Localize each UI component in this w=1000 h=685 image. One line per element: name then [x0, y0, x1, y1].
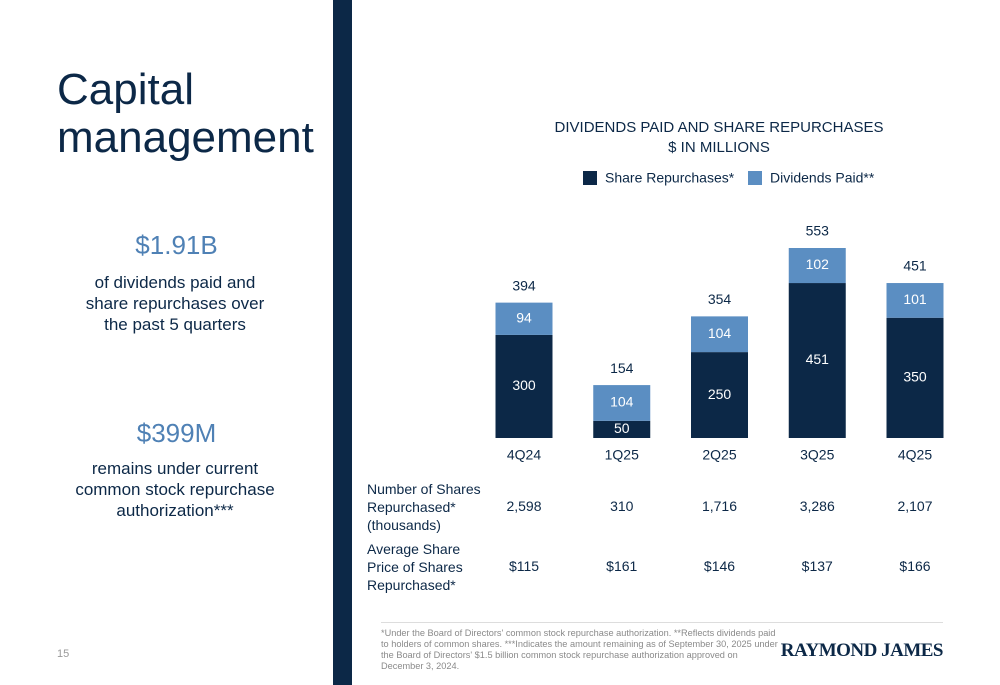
x-tick-label: 4Q25 [898, 447, 932, 463]
total-label: 553 [806, 223, 830, 239]
table-cell: 2,107 [897, 498, 933, 514]
bar-segment [788, 248, 846, 284]
total-label: 451 [903, 258, 927, 274]
table-cell: $115 [508, 558, 540, 574]
stat-text: of dividends paid and share repurchases … [85, 273, 265, 334]
x-tick-label: 1Q25 [605, 447, 639, 463]
bar-segment [593, 420, 651, 438]
legend-swatch [583, 171, 597, 185]
page-number: 15 [57, 648, 70, 660]
stat-value: $1.91B [135, 230, 218, 260]
table-cell: $161 [606, 558, 638, 574]
segment-label: 104 [610, 394, 634, 410]
bar-segment [495, 302, 553, 335]
table-cell: 3,286 [799, 498, 835, 514]
row-label: Average Share Price of Shares Repurchase… [367, 541, 463, 593]
total-label: 354 [708, 291, 732, 307]
bar-segment [691, 316, 748, 353]
footnote-rule [381, 622, 943, 623]
row-label: Number of Shares Repurchased* (thousands… [367, 481, 481, 533]
x-tick-label: 3Q25 [800, 447, 834, 463]
segment-label: 451 [806, 351, 830, 367]
x-tick-label: 2Q25 [702, 447, 736, 463]
chart-subtitle: $ IN MILLIONS [668, 139, 770, 156]
table-cell: $146 [703, 558, 736, 574]
segment-label: 101 [903, 291, 927, 307]
legend-label: Dividends Paid** [770, 170, 875, 186]
legend-label: Share Repurchases* [605, 170, 735, 186]
segment-label: 104 [708, 325, 732, 341]
bar-segment [886, 283, 944, 318]
segment-label: 102 [806, 256, 830, 272]
footnote: *Under the Board of Directors' common st… [381, 628, 778, 671]
stat-value: $399M [136, 418, 217, 448]
divider-bar [333, 0, 352, 685]
bar-segment [788, 283, 846, 438]
total-label: 154 [610, 360, 634, 376]
chart-title: DIVIDENDS PAID AND SHARE REPURCHASES [555, 119, 884, 136]
segment-label: 350 [903, 369, 927, 385]
segment-label: 250 [708, 386, 732, 402]
x-tick-label: 4Q24 [507, 447, 541, 463]
bar-segment [886, 317, 944, 438]
slide-title: Capital management [57, 65, 314, 162]
bar-segment [593, 385, 651, 421]
table-cell: 310 [610, 498, 634, 514]
segment-label: 50 [614, 420, 630, 436]
stat-text: remains under current common stock repur… [75, 459, 275, 520]
table-cell: $137 [801, 558, 833, 574]
table-cell: $166 [899, 558, 931, 574]
bar-segment [691, 352, 748, 438]
segment-label: 94 [516, 309, 532, 325]
bar-segment [495, 334, 553, 438]
segment-label: 300 [512, 377, 536, 393]
table-cell: 1,716 [701, 498, 738, 514]
total-label: 394 [512, 277, 536, 293]
logo: RAYMOND JAMES [780, 640, 944, 661]
table-cell: 2,598 [506, 498, 542, 514]
legend-swatch [748, 171, 762, 185]
